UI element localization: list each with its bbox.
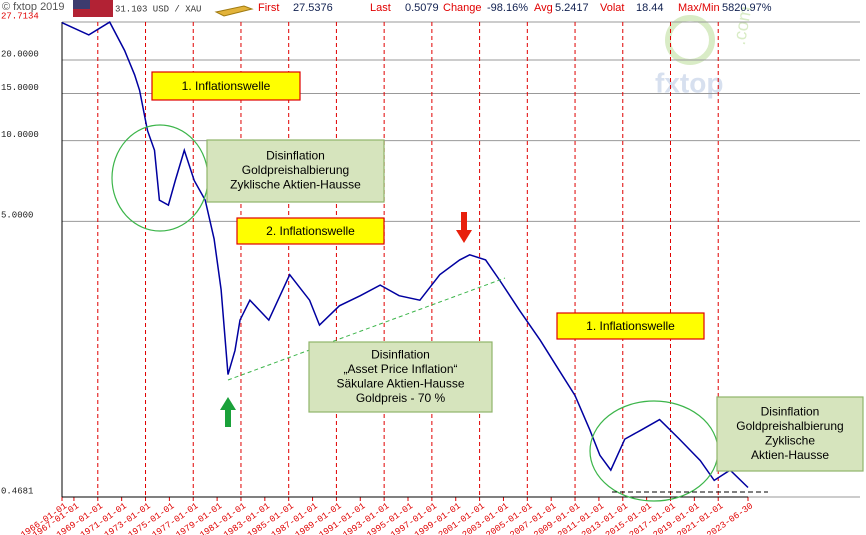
inflation-label: 2. Inflationswelle	[266, 224, 355, 238]
copyright: © fxtop 2019	[2, 1, 65, 13]
watermark-logo	[665, 15, 715, 65]
inflation-label: 1. Inflationswelle	[586, 319, 675, 333]
inflation-label: 1. Inflationswelle	[182, 79, 271, 93]
y-tick-label: 20.0000	[1, 49, 39, 59]
note-text: Disinflation	[371, 347, 430, 361]
y-tick-label: 15.0000	[1, 83, 39, 93]
us-flag-canton	[73, 0, 90, 9]
arrow-up	[220, 397, 236, 427]
stat-value: 18.44	[636, 2, 664, 14]
note-text: Zyklische Aktien-Hausse	[230, 178, 361, 192]
note-text: Aktien-Hausse	[751, 448, 829, 462]
trend-line	[227, 277, 506, 381]
note-text: Goldpreishalbierung	[242, 163, 349, 177]
highlight-ellipse	[589, 400, 719, 502]
note-text: Säkulare Aktien-Hausse	[336, 376, 464, 390]
note-text: Goldpreis - 70 %	[356, 391, 446, 405]
y-tick-label: 0.4681	[1, 486, 33, 496]
unit: 31.103 USD / XAU	[115, 4, 201, 14]
note-box	[308, 341, 493, 413]
stat-label: Volat	[600, 2, 624, 14]
y-tick-label: 5.0000	[1, 211, 33, 221]
note-text: „Asset Price Inflation“	[343, 362, 457, 376]
stat-label: Max/Min	[678, 2, 720, 14]
stat-label: Change	[443, 2, 482, 14]
note-text: Zyklische	[765, 433, 815, 447]
stat-label: Avg	[534, 2, 553, 14]
stat-value: 0.5079	[405, 2, 439, 14]
price-line	[61, 21, 749, 489]
stat-label: Last	[370, 2, 391, 14]
note-text: Goldpreishalbierung	[736, 419, 843, 433]
stat-label: First	[258, 2, 279, 14]
inflation-box	[151, 71, 301, 101]
y-tick-label: 10.0000	[1, 130, 39, 140]
note-text: Disinflation	[266, 149, 325, 163]
gold-bar	[214, 5, 254, 17]
y-tick-label: 27.7134	[1, 11, 39, 21]
stat-value: 5820.97%	[722, 2, 772, 14]
note-box	[716, 396, 864, 472]
inflation-box	[236, 217, 385, 245]
stat-value: -98.16%	[487, 2, 528, 14]
stat-value: 27.5376	[293, 2, 333, 14]
stat-value: 5.2417	[555, 2, 589, 14]
arrow-down	[456, 212, 472, 243]
note-box	[206, 139, 385, 203]
inflation-box	[556, 312, 705, 340]
note-text: Disinflation	[761, 404, 820, 418]
